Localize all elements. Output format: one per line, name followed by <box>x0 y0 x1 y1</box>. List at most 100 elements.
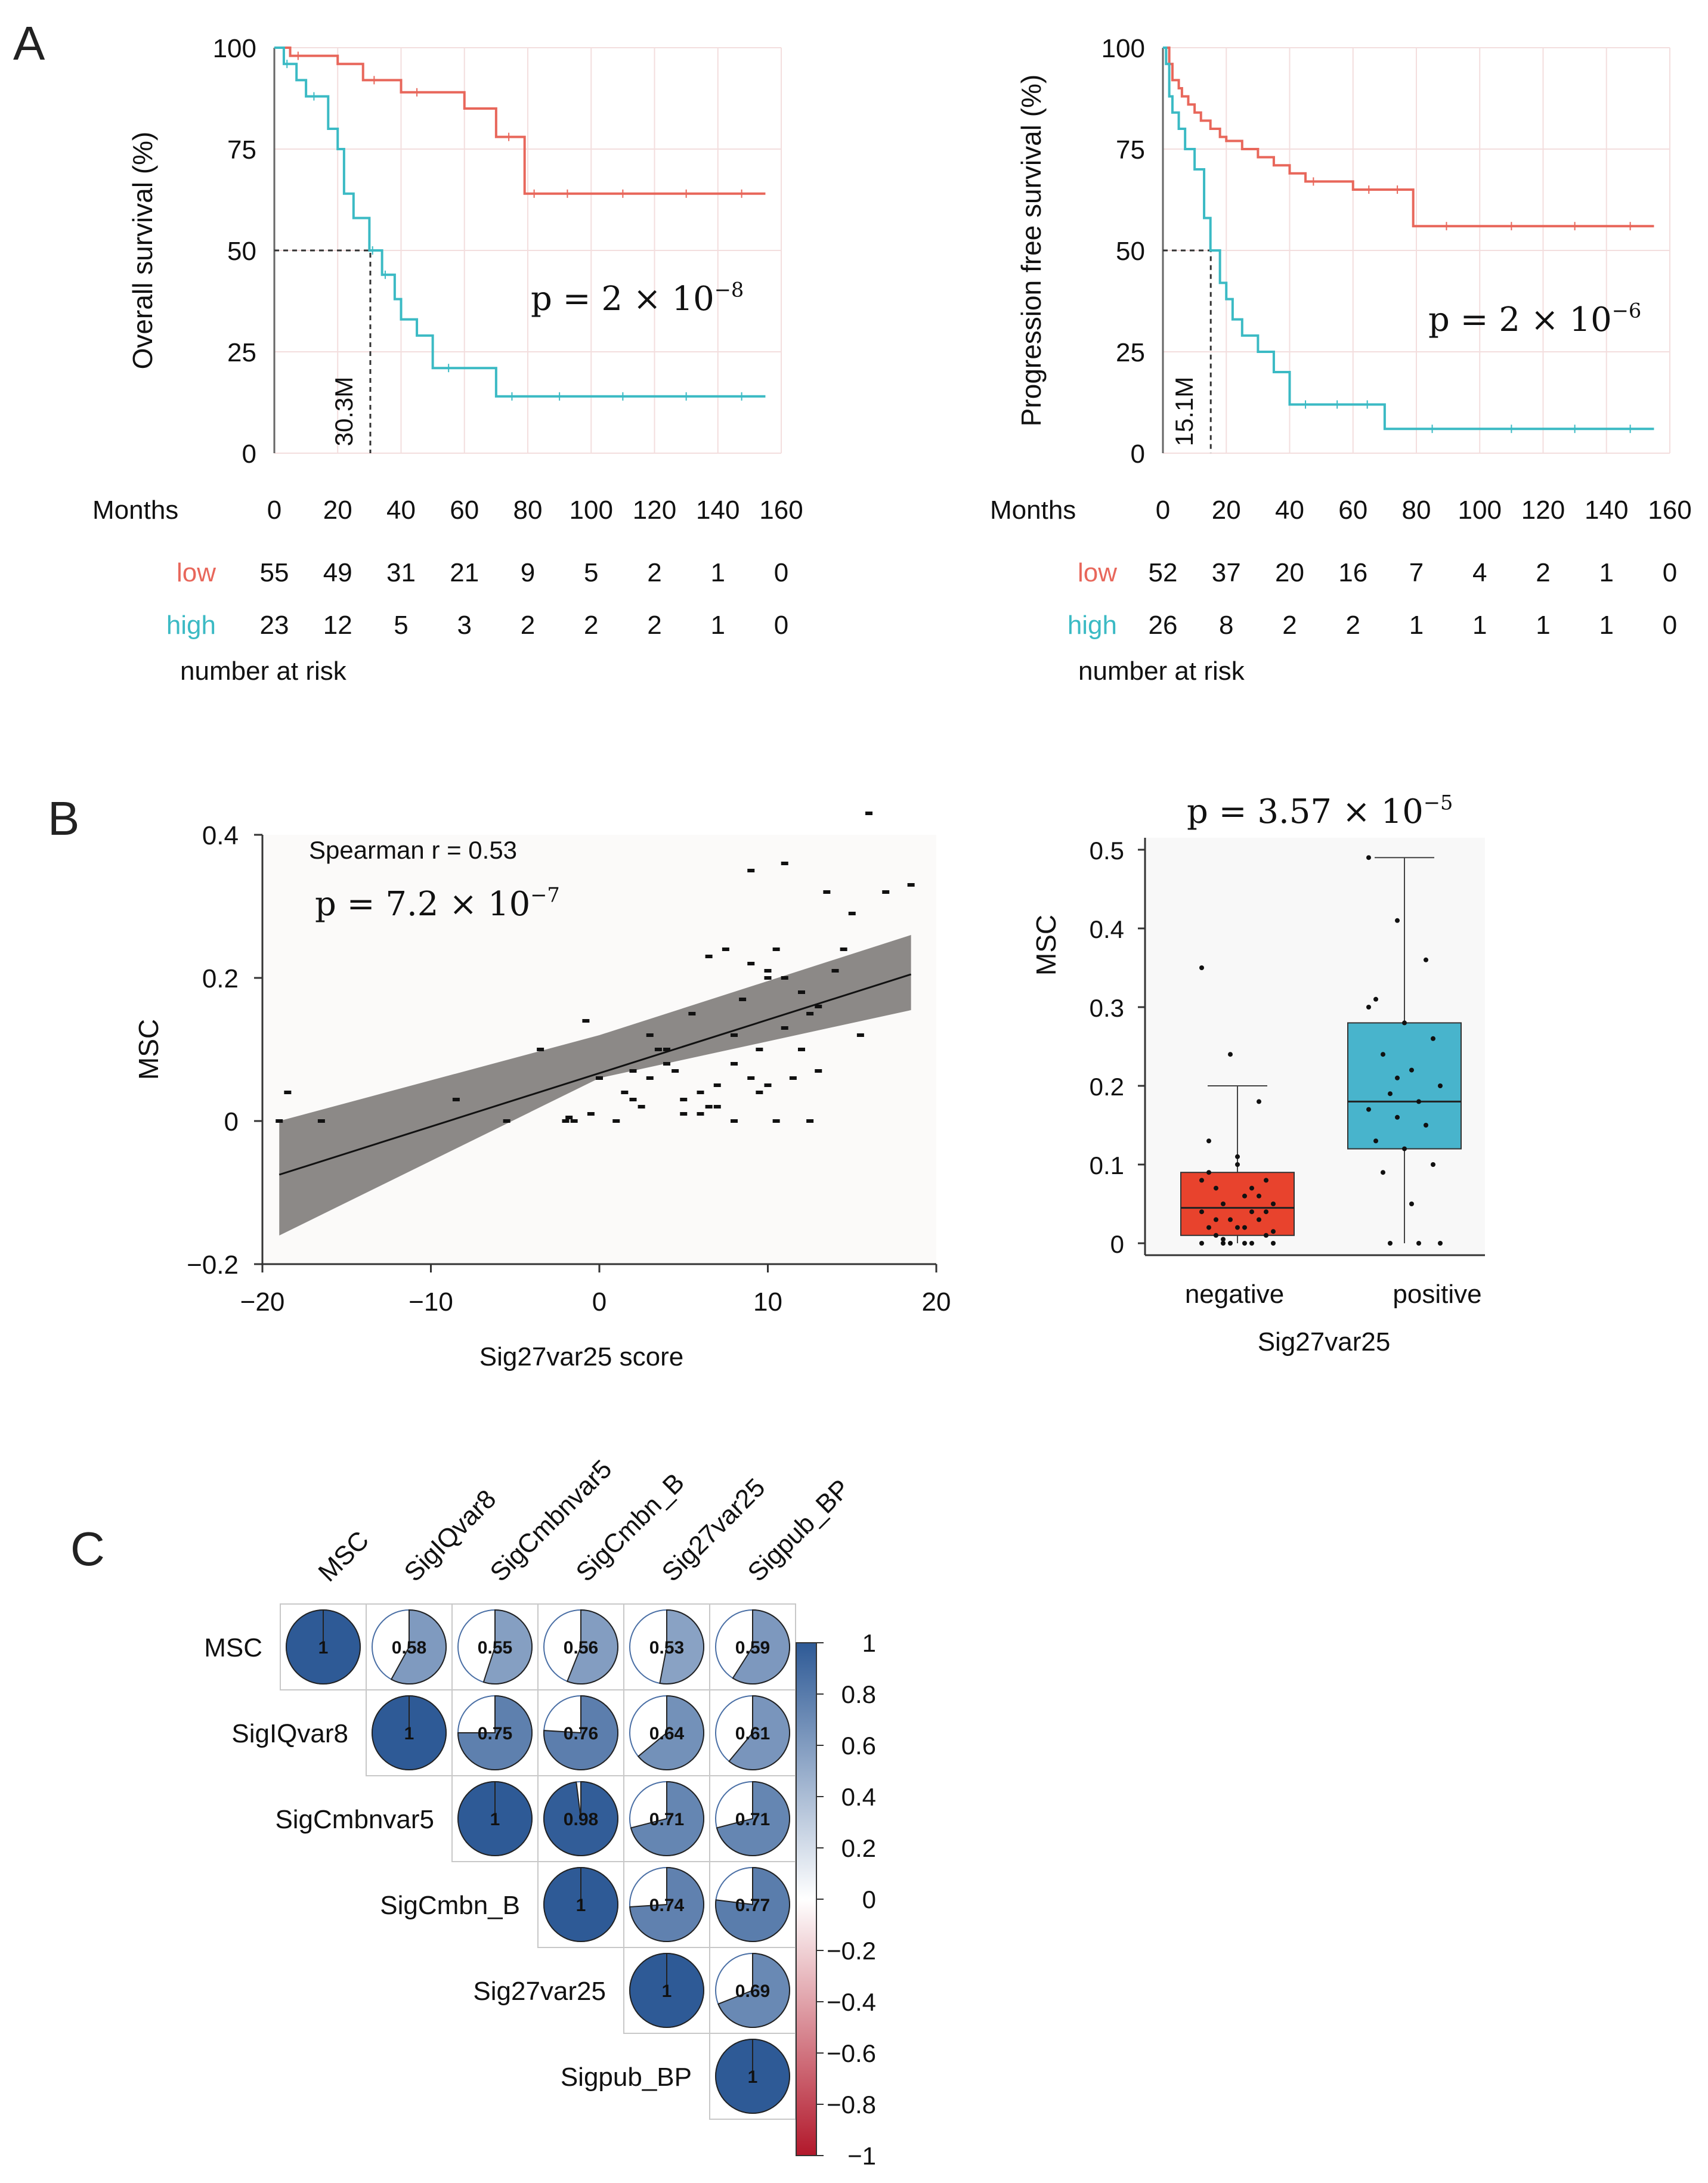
colorbar-tick-label: 0.4 <box>841 1783 876 1811</box>
risk-count-low: 21 <box>450 558 479 587</box>
p-value-label: p = 2 × 10−8 <box>531 278 744 318</box>
x-axis-label: Months <box>990 496 1076 525</box>
risk-count-low: 4 <box>1472 558 1487 587</box>
scatter-point <box>713 1083 721 1087</box>
risk-count-low: 5 <box>584 558 598 587</box>
scatter-point <box>705 1105 713 1108</box>
box-point-negative <box>1249 1209 1254 1215</box>
x-tick-label: 120 <box>1521 496 1565 525</box>
scatter-point <box>705 955 713 958</box>
x-tick-label: 80 <box>1402 496 1431 525</box>
cell-value: 1 <box>404 1724 414 1744</box>
y-tick-label: 0 <box>242 439 256 469</box>
scatter-point <box>882 890 890 894</box>
cell-value: 0.56 <box>564 1638 598 1658</box>
x-axis-label: Months <box>92 496 178 525</box>
x-tick-label: 100 <box>570 496 613 525</box>
box-point-negative <box>1249 1185 1254 1191</box>
scatter-point <box>688 1012 696 1015</box>
risk-count-low: 49 <box>323 558 352 587</box>
x-tick-label: −20 <box>240 1287 285 1317</box>
scatter-point <box>739 998 747 1001</box>
scatter-point <box>764 1083 772 1087</box>
risk-count-low: 55 <box>260 558 289 587</box>
box-point-negative <box>1206 1170 1211 1175</box>
x-tick-label: 0 <box>1156 496 1170 525</box>
box-point-negative <box>1249 1241 1254 1246</box>
box-point-positive <box>1409 1202 1414 1206</box>
box-point-negative <box>1264 1209 1268 1215</box>
colorbar-tick-label: 1 <box>862 1629 876 1657</box>
colorbar-tick-label: 0.2 <box>841 1834 876 1862</box>
pie-slice <box>543 1695 618 1770</box>
x-tick-label: 80 <box>513 496 543 525</box>
y-tick-label: 50 <box>227 237 256 266</box>
row-label: SigCmbnvar5 <box>275 1805 434 1834</box>
cell-value: 1 <box>318 1638 329 1658</box>
pie-slice <box>659 1609 705 1685</box>
scatter-point <box>848 912 856 915</box>
scatter-point <box>806 1012 814 1015</box>
y-tick-label: 100 <box>213 34 256 63</box>
y-tick-label: 0 <box>1131 439 1145 469</box>
x-axis-label: Sig27var25 <box>1258 1327 1391 1357</box>
x-tick-label: 60 <box>1338 496 1367 525</box>
risk-count-high: 23 <box>260 611 289 640</box>
risk-row-name-low: low <box>177 558 216 587</box>
scatter-point <box>731 1119 738 1123</box>
cell-value: 0.64 <box>649 1724 685 1744</box>
cell-value: 0.69 <box>735 1981 770 2001</box>
colorbar-tick-label: 0.6 <box>841 1732 876 1760</box>
box-point-negative <box>1199 1209 1204 1215</box>
scatter-point <box>276 1119 283 1123</box>
box-positive <box>1347 1022 1462 1150</box>
pie-slice <box>543 1781 619 1856</box>
x-tick-label: 100 <box>1458 496 1502 525</box>
cell-value: 0.98 <box>564 1810 598 1829</box>
pie-slice <box>390 1609 447 1685</box>
pie-slice <box>630 1781 704 1856</box>
scatter-point <box>823 890 831 894</box>
box-point-negative <box>1199 965 1204 970</box>
risk-count-high: 26 <box>1149 611 1178 640</box>
x-tick-label: 140 <box>1585 496 1628 525</box>
scatter-point <box>747 962 755 965</box>
box-point-negative <box>1271 1202 1276 1206</box>
risk-count-low: 7 <box>1409 558 1424 587</box>
survival-curve-low <box>1163 47 1654 228</box>
risk-count-low: 2 <box>647 558 661 587</box>
scatter-point <box>646 1076 654 1080</box>
pie-slice <box>716 1781 790 1856</box>
risk-count-low: 20 <box>1275 558 1304 587</box>
box-point-negative <box>1221 1237 1226 1242</box>
scatter-point <box>672 1069 679 1073</box>
y-axis-label: Progression free survival (%) <box>1016 75 1047 427</box>
scatter-point <box>629 1098 637 1101</box>
risk-count-high: 1 <box>711 611 725 640</box>
scatter-point <box>747 1076 755 1080</box>
scatter-point <box>537 1048 544 1051</box>
y-tick-label: 0.2 <box>1090 1073 1124 1101</box>
p-value-label: p = 2 × 10−6 <box>1428 299 1641 339</box>
box-point-positive <box>1431 1036 1435 1041</box>
box-point-negative <box>1264 1233 1268 1238</box>
risk-count-high: 2 <box>647 611 661 640</box>
risk-row-name-high: high <box>1068 611 1117 640</box>
scatter-point <box>764 976 772 980</box>
box-point-negative <box>1199 1241 1204 1246</box>
cell-value: 1 <box>662 1981 672 2001</box>
row-label: SigCmbn_B <box>380 1891 520 1920</box>
cell-value: 1 <box>490 1810 500 1829</box>
scatter-point <box>582 1019 590 1023</box>
pie-slice <box>629 1866 704 1942</box>
scatter-point <box>629 1069 637 1073</box>
y-axis-label: MSC <box>1031 915 1062 976</box>
box-point-positive <box>1395 918 1400 923</box>
scatter-point <box>596 1076 603 1080</box>
scatter-point <box>815 1005 822 1008</box>
box-point-positive <box>1416 1241 1421 1246</box>
scatter-point <box>284 1091 292 1094</box>
colorbar-tick-label: 0 <box>862 1885 876 1913</box>
scatter-point <box>781 862 788 865</box>
